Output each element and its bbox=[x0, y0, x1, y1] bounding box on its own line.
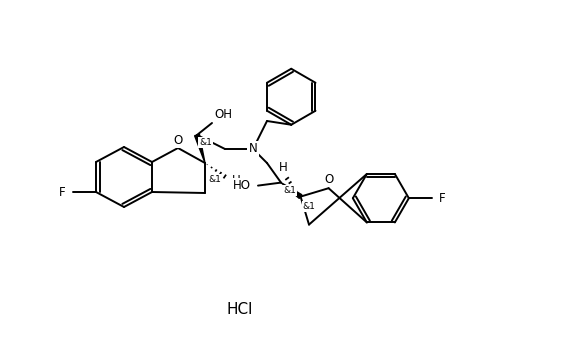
Text: &1: &1 bbox=[283, 186, 296, 195]
Text: O: O bbox=[173, 134, 183, 147]
Text: N: N bbox=[248, 143, 258, 155]
Text: HO: HO bbox=[233, 179, 251, 192]
Text: F: F bbox=[59, 186, 66, 198]
Text: &1: &1 bbox=[208, 175, 221, 184]
Text: HCl: HCl bbox=[227, 302, 253, 317]
Text: H: H bbox=[279, 161, 288, 174]
Text: O: O bbox=[324, 173, 333, 186]
Text: &1: &1 bbox=[199, 138, 212, 147]
Text: F: F bbox=[439, 192, 445, 205]
Text: H: H bbox=[232, 174, 241, 187]
Polygon shape bbox=[281, 182, 302, 198]
Text: &1: &1 bbox=[303, 202, 315, 211]
Text: OH: OH bbox=[214, 108, 232, 121]
Polygon shape bbox=[195, 134, 205, 163]
